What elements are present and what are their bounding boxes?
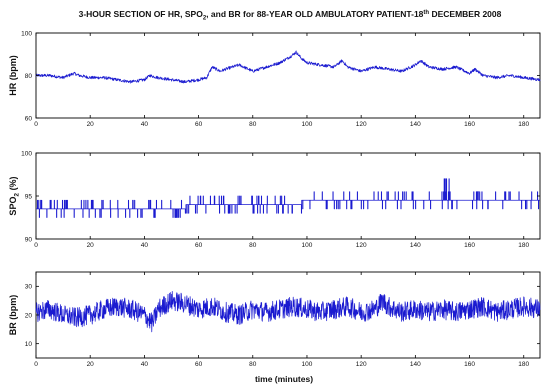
x-tick-label: 40 <box>141 242 149 249</box>
series-line <box>35 50 541 84</box>
x-tick-label: 140 <box>410 242 421 249</box>
y-tick-label: 100 <box>21 30 32 37</box>
y-tick-label: 20 <box>25 312 33 319</box>
series-line <box>35 178 541 218</box>
x-tick-label: 60 <box>195 242 203 249</box>
plot-area <box>35 152 541 240</box>
x-tick-label: 140 <box>410 361 421 368</box>
x-tick-label: 140 <box>410 121 421 128</box>
x-tick-label: 120 <box>356 242 367 249</box>
x-tick-label: 80 <box>249 121 257 128</box>
y-axis-label: HR (bpm) <box>8 55 18 96</box>
x-tick-label: 60 <box>195 361 203 368</box>
y-tick-label: 100 <box>21 150 32 157</box>
spo2-panel: 0 20 40 60 80 100 120 140 160 180 90 95 100 SPO2 (%) <box>8 150 541 249</box>
x-tick-label: 0 <box>34 361 38 368</box>
x-tick-label: 180 <box>518 361 529 368</box>
y-tick-label: 80 <box>25 73 33 80</box>
x-tick-label: 100 <box>302 361 313 368</box>
x-tick-label: 80 <box>249 361 257 368</box>
x-tick-label: 120 <box>356 121 367 128</box>
x-tick-label: 160 <box>464 361 475 368</box>
x-tick-label: 100 <box>302 242 313 249</box>
x-tick-label: 40 <box>141 121 149 128</box>
x-tick-label: 20 <box>87 121 95 128</box>
x-tick-label: 180 <box>518 121 529 128</box>
x-tick-label: 0 <box>34 121 38 128</box>
y-tick-label: 90 <box>25 236 33 243</box>
x-tick-label: 100 <box>302 121 313 128</box>
x-tick-label: 120 <box>356 361 367 368</box>
y-axis-label: BR (bpm) <box>8 295 18 336</box>
x-tick-label: 20 <box>87 242 95 249</box>
plot-area <box>35 32 541 119</box>
chart-title: 3-HOUR SECTION OF HR, SPO2, and BR for 8… <box>79 9 502 22</box>
x-tick-label: 20 <box>87 361 95 368</box>
x-tick-label: 80 <box>249 242 257 249</box>
y-tick-label: 95 <box>25 193 33 200</box>
x-tick-label: 160 <box>464 242 475 249</box>
x-tick-label: 40 <box>141 361 149 368</box>
y-tick-label: 10 <box>25 341 33 348</box>
x-axis-label: time (minutes) <box>255 374 313 384</box>
hr-panel: 0 20 40 60 80 100 120 140 160 180 60 80 100 HR (bpm) <box>8 30 541 128</box>
br-panel: 0 20 40 60 80 100 120 140 160 180 10 20 30 BR (bpm) ti… <box>8 271 541 384</box>
series-line <box>35 290 541 333</box>
y-axis-label: SPO2 (%) <box>8 176 21 215</box>
x-tick-label: 60 <box>195 121 203 128</box>
x-tick-label: 180 <box>518 242 529 249</box>
y-tick-label: 60 <box>25 115 33 122</box>
x-tick-label: 0 <box>34 242 38 249</box>
y-tick-label: 30 <box>25 284 33 291</box>
x-tick-label: 160 <box>464 121 475 128</box>
